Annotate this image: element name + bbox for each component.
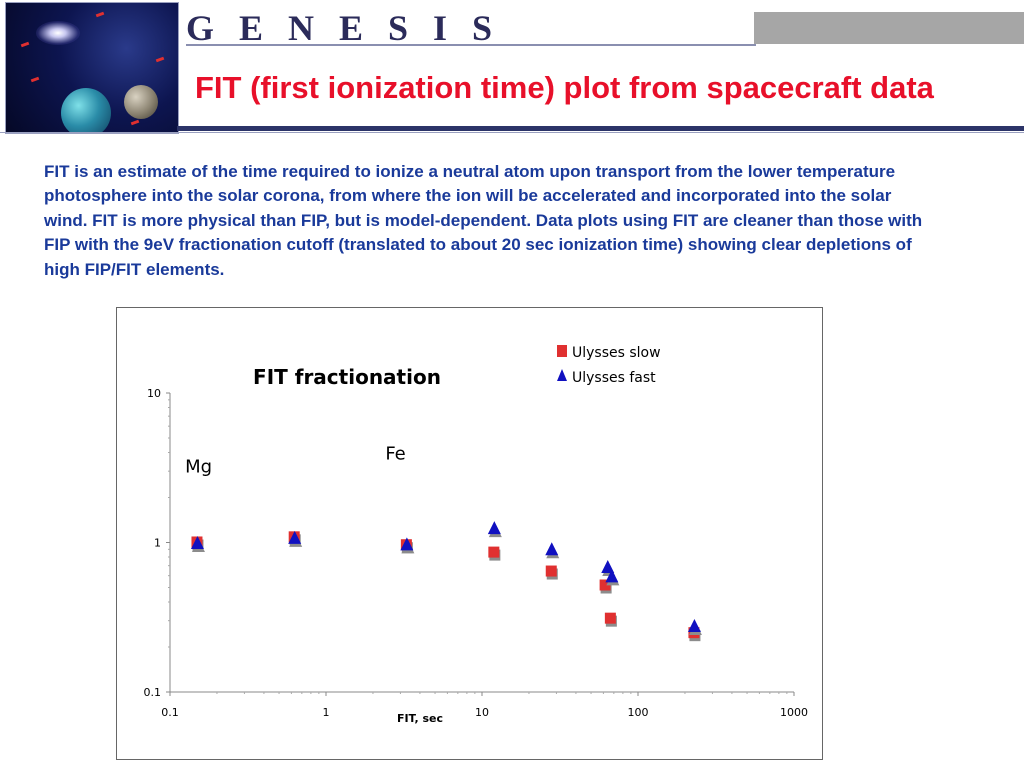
comet-graphic <box>130 119 140 126</box>
annotation-mg: Mg <box>185 456 212 477</box>
data-point-fast <box>687 619 701 633</box>
fit-chart: 0.1 1 10 0.1 1 10 100 1000 FIT fractionation FIT,… <box>144 345 808 725</box>
brand-title: G E N E S I S <box>186 8 501 48</box>
data-point-slow <box>604 612 616 624</box>
header-gray-block <box>754 12 1024 44</box>
data-point-fast <box>545 542 559 556</box>
comet-graphic <box>155 56 165 63</box>
x-tick-label: 0.1 <box>161 706 179 719</box>
chart-frame: 0.1 1 10 0.1 1 10 100 1000 FIT fractionation FIT,… <box>116 307 823 760</box>
x-tick-label: 1 <box>323 706 330 719</box>
data-point-slow <box>599 579 611 591</box>
annotation-fe: Fe <box>385 443 405 464</box>
comet-graphic <box>20 41 30 48</box>
data-point-fast <box>605 569 619 583</box>
data-point-fast <box>288 530 302 544</box>
brand-underline <box>186 44 756 46</box>
data-point-fast <box>487 521 501 535</box>
chart-title: FIT fractionation <box>253 365 441 389</box>
x-axis-title: FIT, sec <box>397 712 443 725</box>
galaxy-graphic <box>36 21 80 45</box>
header-divider <box>177 126 1024 131</box>
intro-paragraph: FIT is an estimate of the time required … <box>44 162 923 279</box>
legend-marker-slow <box>557 345 567 357</box>
planet-graphic <box>61 88 111 133</box>
slide-title: FIT (first ionization time) plot from sp… <box>195 70 934 105</box>
genesis-logo-image <box>5 2 179 134</box>
data-point-slow <box>545 565 557 577</box>
header-divider-thin <box>0 132 1024 133</box>
comet-graphic <box>95 11 105 18</box>
x-tick-label: 10 <box>475 706 489 719</box>
x-tick-label: 100 <box>628 706 649 719</box>
data-point-fast <box>400 537 414 551</box>
x-tick-label: 1000 <box>780 706 808 719</box>
legend-marker-fast <box>557 369 567 381</box>
data-point-fast <box>601 560 615 574</box>
legend-label-fast: Ulysses fast <box>572 370 656 386</box>
comet-graphic <box>30 76 40 83</box>
legend-label-slow: Ulysses slow <box>572 345 661 361</box>
moon-graphic <box>124 85 158 119</box>
y-tick-label: 1 <box>154 537 161 550</box>
data-point-fast <box>190 535 204 549</box>
y-tick-label: 10 <box>147 387 161 400</box>
y-tick-label: 0.1 <box>144 686 162 699</box>
data-point-slow <box>488 546 500 558</box>
